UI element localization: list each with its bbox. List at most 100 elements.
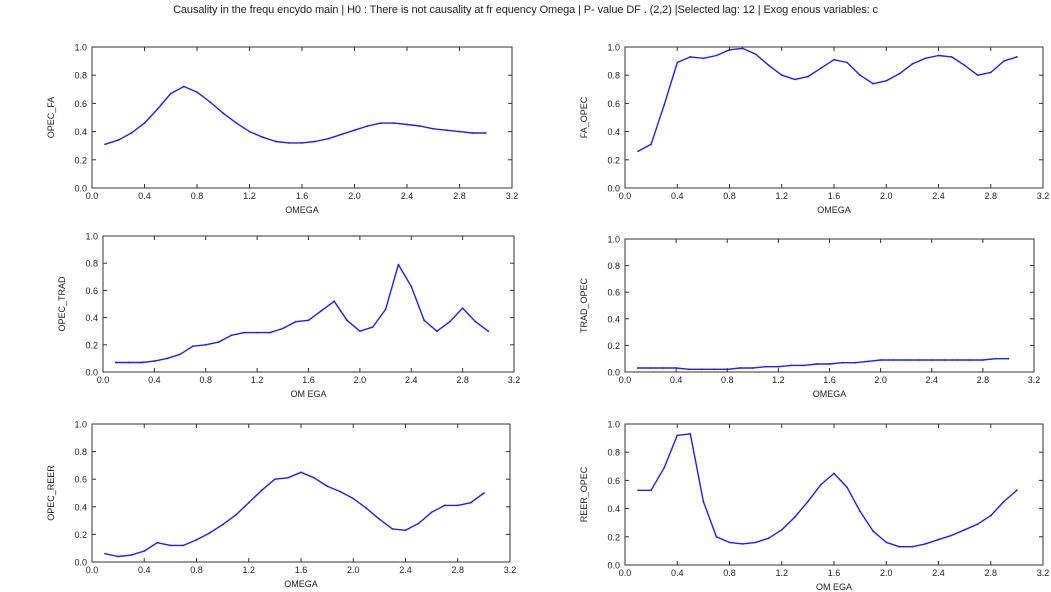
data-point [300, 471, 302, 474]
data-point [379, 122, 382, 124]
data-point [346, 319, 348, 322]
data-point [294, 320, 297, 323]
x-tick-label: 2.8 [984, 568, 997, 578]
data-point [130, 554, 133, 556]
data-point [417, 522, 420, 525]
data-point [169, 92, 172, 95]
data-point [767, 537, 770, 540]
data-point [637, 150, 639, 153]
data-point [650, 143, 652, 146]
y-axis-label: FA_OPEC [579, 96, 589, 138]
x-axis-label: OMEGA [817, 205, 851, 215]
data-point [885, 541, 888, 544]
data-point [820, 67, 822, 70]
x-tick-label: 1.2 [251, 375, 264, 385]
data-point [859, 74, 861, 77]
data-point [663, 466, 666, 469]
data-point [430, 511, 433, 514]
figure-title: Causality in the frequ encydo main | H0 … [173, 4, 878, 16]
chart-panel: 0.0 0.2 0.4 0.6 0.8 1.0 0.0 0.4 0.8 1.2 1.6 2.0 2.4 2… [46, 43, 518, 216]
data-point [950, 56, 953, 58]
x-tick-label: 2.0 [880, 568, 893, 578]
x-tick-label: 3.2 [506, 191, 519, 201]
data-point [846, 486, 848, 489]
data-point [406, 123, 408, 126]
chart-panel: 0.0 0.2 0.4 0.6 0.8 1.0 0.0 0.4 0.8 1.2 1.6 2.0 2.4 2… [579, 235, 1040, 400]
data-point [397, 263, 400, 266]
data-point [353, 129, 356, 132]
y-tick-label: 0.8 [74, 71, 87, 81]
data-point [274, 478, 276, 481]
data-point [728, 541, 731, 544]
data-point [487, 330, 490, 333]
data-point [143, 122, 146, 124]
x-axis-label: OMEGA [284, 579, 318, 589]
y-axis-label: OPEC_FA [46, 97, 56, 139]
data-point [780, 528, 783, 531]
data-point [474, 320, 477, 323]
data-point [807, 500, 809, 503]
data-point [143, 550, 146, 552]
data-point [828, 363, 831, 365]
data-point [976, 523, 979, 525]
x-tick-label: 3.2 [1037, 568, 1050, 578]
data-point [726, 368, 729, 371]
data-point [483, 492, 485, 494]
x-tick-label: 0.4 [138, 565, 151, 575]
data-point [195, 539, 198, 541]
data-point [423, 319, 425, 322]
data-point [243, 331, 246, 334]
data-point [436, 330, 438, 333]
x-tick-label: 0.8 [199, 375, 212, 385]
data-point [130, 132, 133, 134]
x-axis-label: OM EGA [816, 582, 852, 592]
data-point [260, 489, 263, 492]
x-tick-label: 0.0 [86, 565, 99, 575]
data-point [741, 543, 744, 545]
x-tick-label: 1.2 [772, 375, 785, 385]
data-point [445, 129, 448, 132]
data-point [943, 359, 946, 361]
chart-panel: 0.0 0.2 0.4 0.6 0.8 1.0 0.0 0.4 0.8 1.2 1.6 2.0 2.4 2… [579, 43, 1049, 216]
data-point [1007, 357, 1010, 360]
data-point [892, 359, 895, 361]
data-point [1016, 489, 1018, 492]
data-point [234, 514, 237, 516]
data-point [221, 523, 224, 526]
data-point [963, 64, 966, 67]
data-point [281, 327, 284, 330]
data-point [982, 359, 984, 361]
x-tick-label: 1.2 [775, 568, 788, 578]
data-point [333, 300, 336, 303]
y-axis-label: TRAD_OPEC [579, 277, 589, 333]
data-point [247, 501, 250, 504]
data-point [911, 63, 914, 65]
x-tick-label: 2.8 [451, 565, 464, 575]
y-tick-label: 0.6 [607, 476, 620, 486]
x-tick-label: 1.2 [775, 191, 788, 201]
data-point [841, 361, 844, 364]
x-tick-label: 2.0 [348, 191, 361, 201]
data-point [378, 518, 381, 521]
y-axis-label: REER_OPEC [579, 466, 589, 522]
x-tick-label: 2.4 [405, 375, 418, 385]
data-point [885, 79, 888, 82]
data-point [676, 434, 679, 437]
data-point [340, 133, 343, 136]
data-point [217, 341, 220, 343]
data-point [359, 330, 361, 333]
x-tick-label: 0.0 [86, 191, 99, 201]
data-point [994, 357, 997, 360]
data-point [114, 361, 117, 364]
data-point [662, 367, 665, 369]
chart-panel: 0.0 0.2 0.4 0.6 0.8 1.0 0.0 0.4 0.8 1.2 1.6 2.0 2.4 2… [46, 420, 516, 590]
data-point [663, 103, 666, 106]
y-tick-label: 0.4 [85, 313, 98, 323]
x-tick-label: 0.8 [721, 375, 734, 385]
data-point [846, 61, 848, 64]
data-point [127, 361, 130, 364]
chart-panel: 0.0 0.2 0.4 0.6 0.8 1.0 0.0 0.4 0.8 1.2 1.6 2.0 2.4 2… [579, 420, 1049, 592]
data-point [989, 71, 992, 74]
x-tick-label: 3.2 [1028, 375, 1041, 385]
